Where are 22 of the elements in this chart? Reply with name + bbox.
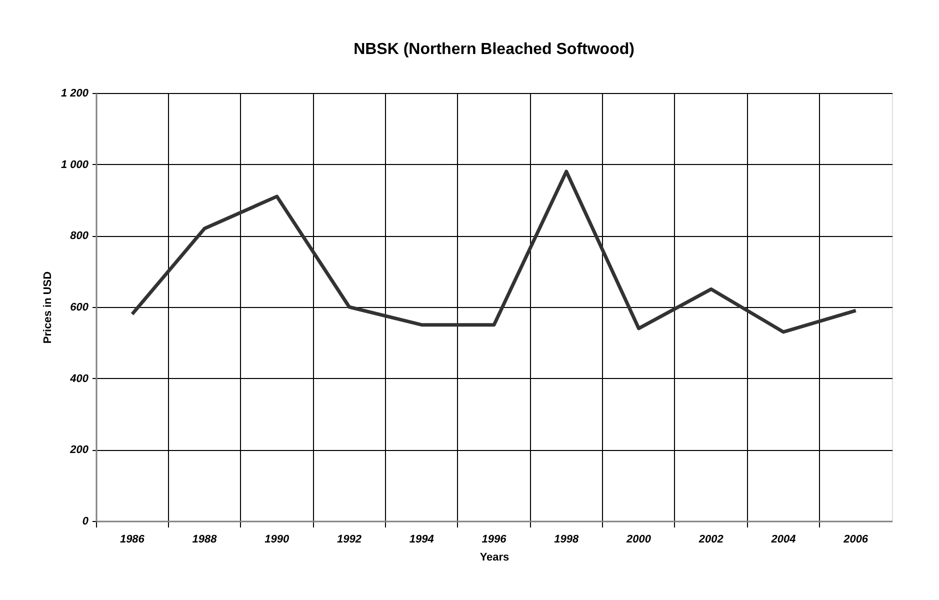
x-tick-label: 1992 [337,534,362,546]
y-tick-label: 800 [70,230,90,242]
x-tick-label: 2000 [625,534,652,546]
x-tick-label: 1986 [120,534,146,546]
x-tick-label: 2004 [770,534,796,546]
y-tick-label: 400 [69,372,90,385]
x-tick-label: 1988 [192,534,218,546]
x-tick-label: 1998 [554,534,580,546]
y-tick-label: 1 200 [60,88,90,100]
x-tick-label: 1990 [264,534,290,546]
chart-title: NBSK (Northern Bleached Softwood) [354,41,634,58]
x-tick-label: 1994 [409,534,434,546]
y-tick-label: 1 000 [60,158,90,171]
x-tick-label: 2002 [698,534,724,546]
x-axis-title: Years [480,552,510,564]
x-tick-label: 2006 [842,534,869,546]
y-tick-label: 0 [82,516,90,528]
line-series [130,170,858,334]
y-axis-title: Prices in USD [42,271,54,344]
y-tick-label: 200 [69,444,90,456]
y-tick-label: 600 [70,302,90,314]
x-tick-label: 1996 [482,534,508,546]
